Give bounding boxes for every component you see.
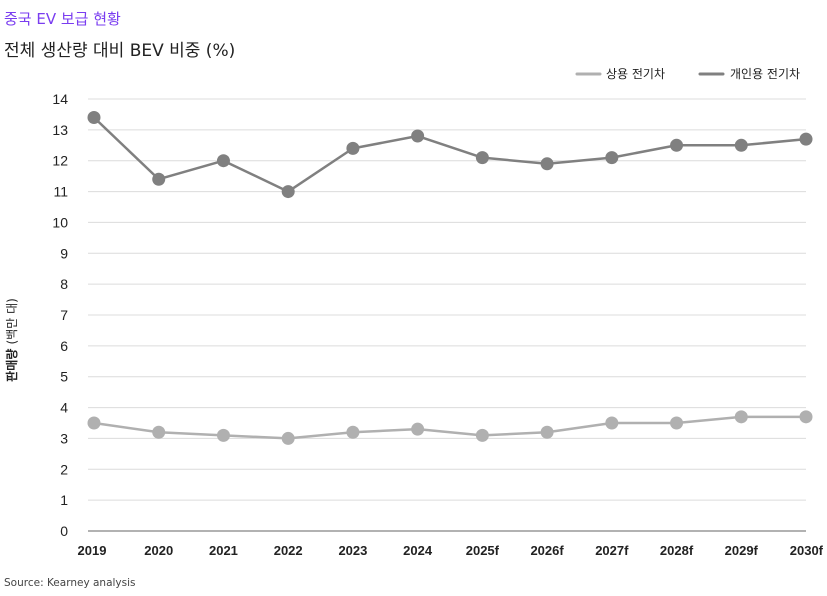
data-point-personal <box>411 129 425 143</box>
series-line-personal <box>93 116 807 193</box>
data-point-commercial <box>540 425 554 439</box>
y-tick-label: 1 <box>60 492 68 508</box>
data-point-personal <box>540 157 554 171</box>
series <box>87 111 813 445</box>
y-tick-label: 9 <box>60 245 68 261</box>
data-point-commercial <box>216 428 230 442</box>
x-tick-label: 2022 <box>274 543 303 558</box>
data-point-personal <box>475 151 489 165</box>
data-point-personal <box>216 154 230 168</box>
legend: 상용 전기차 개인용 전기차 <box>575 67 800 81</box>
data-point-personal <box>670 138 684 152</box>
y-tick-label: 0 <box>60 523 68 539</box>
x-axis-ticks: 2019 2020 2021 2022 2023 2024 2025f 2026f 2027f 2… <box>78 543 824 558</box>
x-tick-label: 2027f <box>595 543 629 558</box>
data-point-personal <box>281 185 295 199</box>
x-tick-label: 2028f <box>660 543 694 558</box>
x-tick-label: 2019 <box>78 543 107 558</box>
y-tick-label: 13 <box>52 122 68 138</box>
y-tick-label: 6 <box>60 338 68 354</box>
data-point-personal <box>605 151 619 165</box>
data-point-commercial <box>411 422 425 436</box>
legend-label-personal: 개인용 전기차 <box>730 67 800 81</box>
y-tick-label: 4 <box>60 400 68 416</box>
data-point-personal <box>734 138 748 152</box>
data-point-commercial <box>346 425 360 439</box>
data-point-commercial <box>799 410 813 424</box>
y-tick-label: 2 <box>60 461 68 477</box>
y-axis-label-main: 판매량 <box>4 345 19 382</box>
data-point-personal <box>799 132 813 146</box>
y-tick-label: 12 <box>52 153 68 169</box>
y-axis-label-unit: (백만 대) <box>5 298 19 344</box>
x-tick-label: 2026f <box>530 543 564 558</box>
x-tick-label: 2020 <box>144 543 173 558</box>
y-tick-label: 5 <box>60 369 68 385</box>
data-point-personal <box>152 172 166 186</box>
y-tick-label: 11 <box>53 184 68 200</box>
y-tick-label: 14 <box>52 91 68 107</box>
data-point-commercial <box>152 425 166 439</box>
chart-kicker: 중국 EV 보급 현황 <box>4 10 121 28</box>
data-point-commercial <box>605 416 619 430</box>
x-tick-label: 2029f <box>725 543 759 558</box>
y-tick-label: 8 <box>60 276 68 292</box>
data-point-personal <box>346 141 360 155</box>
data-point-commercial <box>87 416 101 430</box>
grid-lines <box>88 98 806 532</box>
y-tick-label: 10 <box>52 214 68 230</box>
y-tick-label: 3 <box>60 430 68 446</box>
data-point-commercial <box>734 410 748 424</box>
data-point-commercial <box>281 431 295 445</box>
chart-title: 전체 생산량 대비 BEV 비중 (%) <box>4 41 236 61</box>
x-tick-label: 2024 <box>403 543 433 558</box>
data-point-commercial <box>475 428 489 442</box>
y-axis-label: 판매량 (백만 대) <box>4 298 19 382</box>
y-tick-label: 7 <box>60 307 68 323</box>
x-tick-label: 2021 <box>209 543 238 558</box>
data-point-commercial <box>670 416 684 430</box>
x-tick-label: 2023 <box>338 543 367 558</box>
x-tick-label: 2030f <box>790 543 824 558</box>
legend-label-commercial: 상용 전기차 <box>606 67 665 81</box>
x-tick-label: 2025f <box>466 543 500 558</box>
data-point-personal <box>87 111 101 125</box>
series-line-commercial <box>93 415 806 440</box>
source-note: Source: Kearney analysis <box>4 577 136 589</box>
